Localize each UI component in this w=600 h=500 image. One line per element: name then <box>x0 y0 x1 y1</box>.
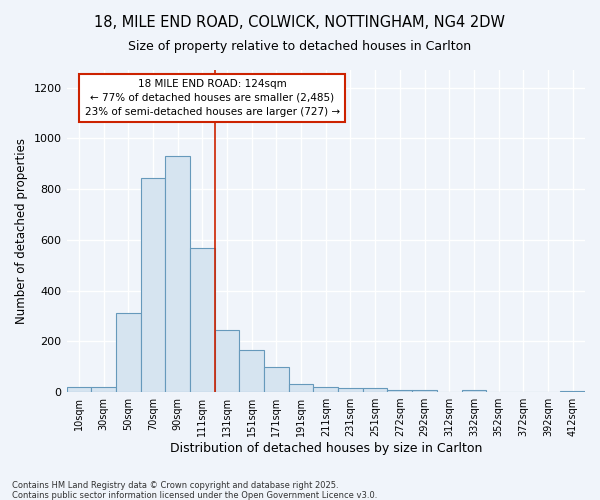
Text: Size of property relative to detached houses in Carlton: Size of property relative to detached ho… <box>128 40 472 53</box>
Bar <box>363 388 388 392</box>
Text: 18, MILE END ROAD, COLWICK, NOTTINGHAM, NG4 2DW: 18, MILE END ROAD, COLWICK, NOTTINGHAM, … <box>95 15 505 30</box>
Bar <box>165 156 190 392</box>
Bar <box>67 387 91 392</box>
Bar <box>289 384 313 392</box>
Text: Contains HM Land Registry data © Crown copyright and database right 2025.: Contains HM Land Registry data © Crown c… <box>12 480 338 490</box>
Bar <box>313 387 338 392</box>
Bar <box>239 350 264 392</box>
Bar <box>116 314 140 392</box>
Bar <box>461 390 486 392</box>
Text: 18 MILE END ROAD: 124sqm
← 77% of detached houses are smaller (2,485)
23% of sem: 18 MILE END ROAD: 124sqm ← 77% of detach… <box>85 79 340 117</box>
Text: Contains public sector information licensed under the Open Government Licence v3: Contains public sector information licen… <box>12 490 377 500</box>
Bar <box>388 390 412 392</box>
Bar <box>190 248 215 392</box>
Bar <box>140 178 165 392</box>
Bar <box>412 390 437 392</box>
Bar <box>560 391 585 392</box>
Bar <box>338 388 363 392</box>
Bar <box>91 387 116 392</box>
Bar <box>215 330 239 392</box>
X-axis label: Distribution of detached houses by size in Carlton: Distribution of detached houses by size … <box>170 442 482 455</box>
Y-axis label: Number of detached properties: Number of detached properties <box>15 138 28 324</box>
Bar <box>264 366 289 392</box>
